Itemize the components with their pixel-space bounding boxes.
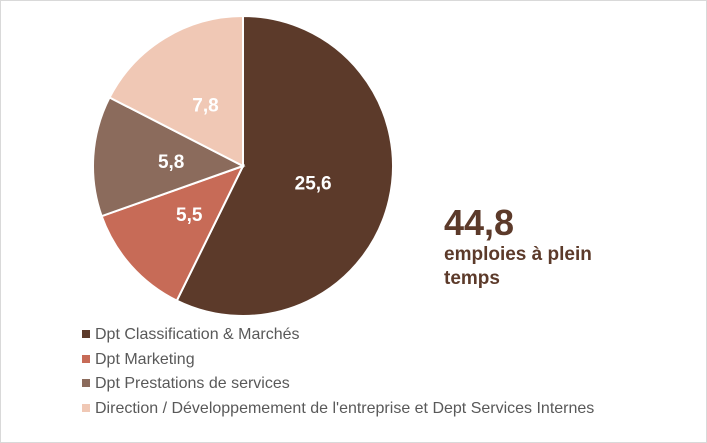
legend-swatch (82, 379, 90, 387)
legend-label: Dpt Marketing (95, 350, 195, 368)
total-unit: emploies à plein temps (444, 244, 592, 289)
pie-slice (92, 96, 246, 218)
pie-slice (175, 14, 394, 317)
legend-swatch (82, 330, 90, 338)
data-label: 5,8 (158, 152, 184, 173)
legend-swatch (82, 354, 90, 363)
data-label: 5,5 (176, 205, 203, 226)
legend-item: Direction / Développemement de l'entrepr… (82, 397, 594, 422)
legend-item: Dpt Classification & Marchés (82, 323, 594, 348)
data-label: 7,8 (192, 96, 218, 117)
legend-item: Dpt Prestations de services (82, 372, 594, 397)
legend-label: Direction / Développemement de l'entrepr… (95, 399, 595, 417)
legend-label: Dpt Classification & Marchés (95, 326, 300, 343)
legend-swatch (82, 403, 90, 412)
pie-slice (100, 164, 245, 302)
legend: Dpt Classification & Marchés Dpt Marketin… (82, 323, 594, 421)
legend-label: Dpt Prestations de services (95, 375, 290, 392)
total-value: 44,8 (444, 202, 515, 243)
total-summary: 44,8 emploies à plein temps (444, 203, 644, 291)
legend-item: Dpt Marketing (82, 348, 594, 373)
data-label: 25,6 (295, 173, 332, 194)
pie-slice (108, 14, 244, 168)
